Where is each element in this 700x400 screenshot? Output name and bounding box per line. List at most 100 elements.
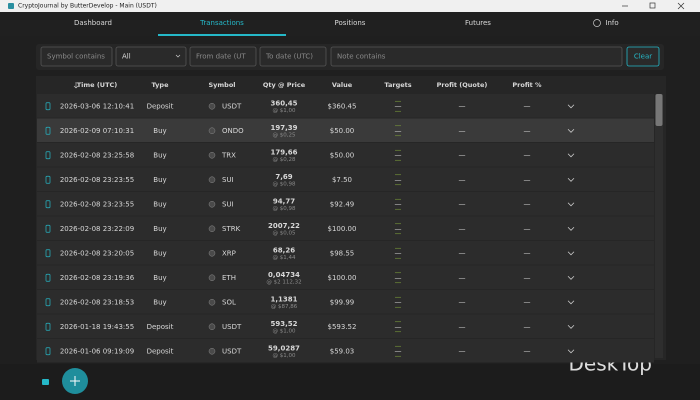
- scrollbar-thumb[interactable]: [655, 94, 663, 126]
- row-price: @ $0,98: [273, 206, 296, 212]
- row-price: @ $1,00: [273, 353, 296, 359]
- column-header[interactable]: Profit (Quote): [437, 81, 488, 89]
- column-header[interactable]: Profit %: [512, 81, 542, 89]
- row-icon: [45, 347, 51, 356]
- expand-chevron[interactable]: [567, 349, 575, 354]
- row-symbol: USDT: [222, 323, 242, 331]
- tab-label[interactable]: Transactions: [199, 19, 244, 27]
- to-date-filter[interactable]: [259, 46, 327, 67]
- row-time: 2026-02-08 23:22:09: [60, 225, 134, 233]
- expand-chevron[interactable]: [567, 153, 575, 158]
- table-row[interactable]: [37, 167, 654, 192]
- table-row[interactable]: [37, 192, 654, 216]
- expand-chevron[interactable]: [567, 104, 575, 109]
- table-row[interactable]: [37, 143, 654, 167]
- row-icon: [45, 322, 51, 331]
- expand-chevron[interactable]: [567, 177, 575, 182]
- symbol-filter-placeholder: Symbol contains: [47, 53, 105, 61]
- expand-chevron[interactable]: [567, 251, 575, 256]
- row-time: 2026-02-08 23:18:53: [60, 298, 134, 306]
- note-filter[interactable]: [330, 46, 623, 67]
- tab-label[interactable]: Info: [605, 19, 618, 27]
- row-qty: 59,0287: [268, 344, 300, 352]
- row-profit: —: [459, 298, 466, 306]
- clear-button[interactable]: [626, 46, 660, 67]
- expand-chevron[interactable]: [567, 202, 575, 207]
- symbol-filter[interactable]: [40, 46, 113, 67]
- row-type: Buy: [153, 298, 166, 306]
- row-targets: —: [395, 200, 402, 208]
- symbol-icon: [208, 225, 216, 232]
- row-targets: —: [395, 151, 402, 159]
- window-controls[interactable]: [622, 2, 685, 10]
- row-targets: —: [395, 102, 402, 110]
- row-profit-pct: —: [524, 249, 531, 257]
- row-type: Buy: [153, 176, 166, 184]
- row-time: 2026-01-18 19:43:55: [60, 323, 134, 331]
- symbol-icon: [208, 274, 216, 281]
- row-type: Buy: [153, 200, 166, 208]
- bottom-bar: [0, 364, 700, 400]
- row-profit: —: [459, 323, 466, 331]
- symbol-icon: [208, 348, 216, 355]
- row-price: @ $0,05: [273, 230, 296, 236]
- table-row[interactable]: [37, 118, 654, 143]
- row-targets: —: [395, 249, 402, 257]
- row-value: $7.50: [332, 176, 352, 184]
- table-row[interactable]: [37, 265, 654, 290]
- scrollbar-track: [655, 94, 663, 358]
- row-type: Deposit: [147, 347, 174, 355]
- row-profit: —: [459, 200, 466, 208]
- expand-chevron[interactable]: [567, 324, 575, 329]
- row-qty: 197,39: [270, 124, 297, 132]
- active-tab-indicator: [158, 34, 286, 36]
- row-symbol: ETH: [222, 274, 236, 282]
- column-header[interactable]: Type: [152, 81, 170, 89]
- row-value: $59.03: [330, 347, 355, 355]
- expand-chevron[interactable]: [567, 275, 575, 280]
- column-header[interactable]: Symbol: [208, 81, 235, 89]
- column-header[interactable]: Value: [332, 81, 353, 89]
- table-row[interactable]: [37, 216, 654, 241]
- expand-chevron[interactable]: [567, 128, 575, 133]
- row-targets: —: [395, 176, 402, 184]
- table-row[interactable]: [37, 290, 654, 314]
- row-value: $99.99: [330, 298, 355, 306]
- tab-label[interactable]: Futures: [465, 19, 491, 27]
- expand-chevron[interactable]: [567, 226, 575, 231]
- expand-chevron[interactable]: [567, 300, 575, 305]
- row-profit: —: [459, 225, 466, 233]
- row-qty: 68,26: [273, 246, 295, 254]
- row-type: Deposit: [147, 102, 174, 110]
- row-icon: [45, 102, 51, 111]
- row-qty: 0,04734: [268, 271, 300, 279]
- table-row[interactable]: [37, 94, 654, 118]
- row-price: @ $0,98: [273, 181, 296, 187]
- row-time: 2026-02-08 23:25:58: [60, 151, 134, 159]
- table-row[interactable]: [37, 241, 654, 265]
- row-value: $50.00: [330, 127, 355, 135]
- table-row[interactable]: [37, 314, 654, 339]
- row-targets: —: [395, 127, 402, 135]
- row-type: Buy: [153, 151, 166, 159]
- table-row[interactable]: [37, 339, 654, 363]
- column-header[interactable]: Time (UTC): [77, 81, 118, 89]
- row-qty: 2007,22: [268, 222, 300, 230]
- from-date-filter[interactable]: [189, 46, 257, 67]
- row-price: @ $87,86: [271, 304, 298, 310]
- symbol-icon: [208, 201, 216, 208]
- row-icon: [45, 175, 51, 184]
- row-value: $50.00: [330, 151, 355, 159]
- type-filter[interactable]: [115, 46, 187, 67]
- column-header[interactable]: Qty @ Price: [263, 81, 306, 89]
- row-symbol: SUI: [222, 176, 234, 184]
- row-icon: [45, 151, 51, 160]
- column-header[interactable]: Targets: [384, 81, 411, 89]
- tab-label[interactable]: Dashboard: [74, 19, 112, 27]
- lock-icon[interactable]: [42, 379, 49, 385]
- row-value: $593.52: [328, 323, 357, 331]
- tab-label[interactable]: Positions: [335, 19, 366, 27]
- row-time: 2026-03-06 12:10:41: [60, 102, 134, 110]
- row-profit-pct: —: [524, 298, 531, 306]
